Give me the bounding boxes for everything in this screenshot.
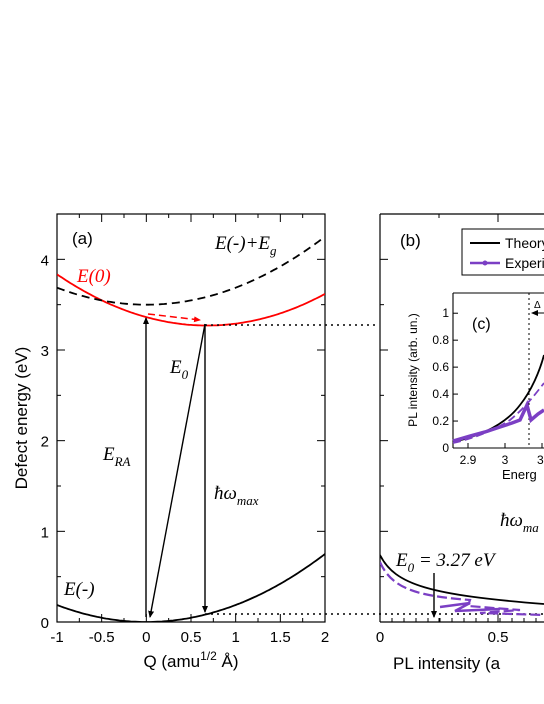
inset-y-tick-label: 0.2 (432, 414, 449, 428)
inset-label: (c) (472, 316, 491, 333)
inset-y-axis-label: PL intensity (arb. un.) (406, 313, 420, 427)
inset-c: 0 0.2 0.4 0.6 0.8 1 2.9 3 3. Δ (c) PL intensity … (406, 292, 544, 482)
series-line-2 (57, 235, 325, 306)
panel-a-x-ticks: -1 -0.5 0 0.5 1 1.5 2 (50, 214, 329, 646)
panel-b-x-tick-label: 0 (376, 629, 384, 646)
label-e0: E0 (169, 357, 189, 382)
x-tick-label: 1 (231, 629, 239, 646)
series-label-e0: E(0) (76, 266, 111, 287)
legend-experiment-label: Experiment (505, 255, 544, 271)
panel-b-experiment-line (380, 561, 544, 617)
inset-delta-label: Δ (534, 300, 541, 311)
series-label-e-minus-plus-eg: E(-)+Eg (214, 233, 277, 258)
arrow-relaxation (147, 313, 201, 323)
inset-experiment-dashed (452, 382, 544, 444)
label-hw-max: ħωmax (214, 483, 259, 508)
inset-y-tick-label: 0.4 (432, 387, 449, 401)
panel-a-y-axis-label: Defect energy (eV) (12, 347, 31, 490)
y-tick-label: 1 (41, 524, 49, 541)
inset-x-tick-label: 2.9 (460, 453, 477, 467)
x-tick-label: -1 (50, 629, 63, 646)
inset-ticks: 0 0.2 0.4 0.6 0.8 1 2.9 3 3. (432, 306, 544, 467)
x-tick-label: 2 (321, 629, 329, 646)
panel-b-e0-annotation: E0 = 3.27 eV (395, 550, 497, 575)
panel-b-label: (b) (400, 231, 421, 250)
panel-a-x-axis-label: Q (amu1/2 Å) (143, 649, 238, 671)
inset-curves (452, 354, 544, 444)
panel-b-hw-max-label: ħωma (500, 510, 539, 535)
panel-a-curves (57, 235, 325, 622)
inset-x-tick-label: 3 (502, 453, 509, 467)
inset-y-tick-label: 0.8 (432, 333, 449, 347)
inset-y-tick-label: 0 (442, 441, 449, 455)
panel-a: -1 -0.5 0 0.5 1 1.5 2 0 1 2 3 4 (a) E(-)+Eg E(0) E… (12, 213, 329, 671)
panel-a-y-ticks: 0 1 2 3 4 (41, 252, 325, 632)
y-tick-label: 0 (41, 615, 49, 632)
panel-b-x-tick-label: 0.5 (488, 629, 509, 646)
y-tick-label: 4 (41, 252, 49, 269)
panel-b: 00.5 (b) Theory Experiment 00.20.40.60.8… (376, 213, 544, 673)
series-line-0 (57, 553, 325, 622)
legend-theory-label: Theory (505, 235, 544, 251)
legend-experiment-marker (482, 260, 488, 266)
panel-a-label: (a) (72, 229, 93, 248)
inset-x-axis-label: Energ (502, 467, 537, 482)
inset-y-tick-label: 1 (442, 306, 449, 320)
panel-b-legend: Theory Experiment (461, 228, 544, 276)
x-tick-label: -0.5 (89, 629, 115, 646)
panel-b-ticks: 0 0.5 (376, 214, 537, 646)
panel-b-curves (380, 554, 544, 617)
x-tick-label: 0 (142, 629, 150, 646)
label-e-ra: ERA (102, 444, 131, 469)
series-label-e-minus: E(-) (63, 579, 95, 600)
y-tick-label: 3 (41, 343, 49, 360)
inset-y-tick-label: 0.6 (432, 360, 449, 374)
arrow-e0 (148, 323, 206, 618)
y-tick-label: 2 (41, 434, 49, 451)
panel-b-theory-line (380, 554, 544, 605)
x-tick-label: 1.5 (270, 629, 291, 646)
x-tick-label: 0.5 (181, 629, 202, 646)
inset-experiment-line (452, 399, 544, 443)
inset-x-tick-label: 3. (537, 453, 544, 467)
panel-b-x-axis-label: PL intensity (a (393, 654, 501, 673)
panel-b-experiment-peaks (439, 601, 501, 613)
